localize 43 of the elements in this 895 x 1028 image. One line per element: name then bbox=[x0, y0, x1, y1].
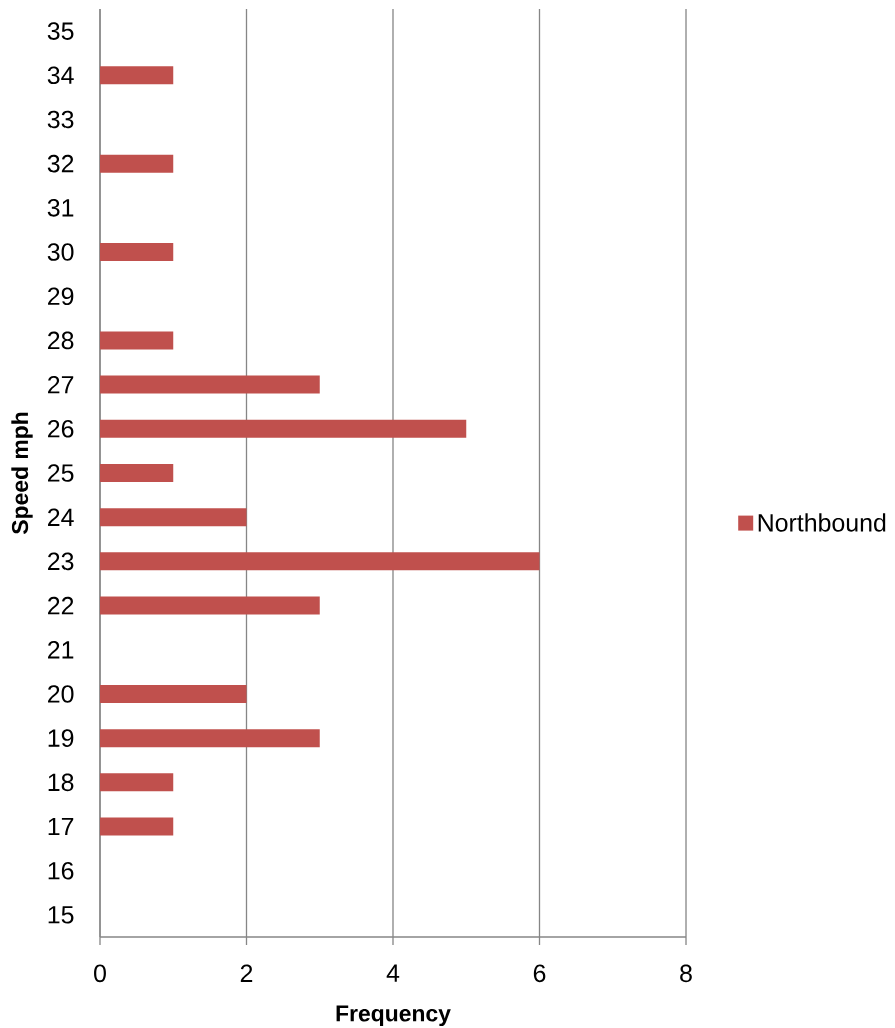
y-tick-label: 29 bbox=[48, 287, 74, 306]
y-tick-label: 16 bbox=[48, 861, 74, 880]
bar bbox=[100, 773, 174, 792]
y-tick-label: 15 bbox=[48, 906, 74, 924]
bar bbox=[100, 419, 467, 438]
y-tick-label: 34 bbox=[47, 66, 74, 85]
y-tick-label: 17 bbox=[48, 817, 74, 836]
x-tick-label: 2 bbox=[240, 964, 253, 982]
bar bbox=[100, 817, 174, 836]
bar bbox=[100, 508, 247, 527]
y-tick-label: 33 bbox=[47, 110, 74, 129]
bar bbox=[100, 66, 174, 85]
bar bbox=[100, 729, 320, 748]
y-tick-label: 23 bbox=[48, 552, 74, 571]
x-tick-label: 6 bbox=[533, 964, 546, 983]
y-tick-label: 26 bbox=[48, 419, 74, 438]
x-tick-label: 8 bbox=[680, 964, 692, 983]
y-tick-label: 35 bbox=[47, 22, 74, 40]
bar bbox=[100, 331, 174, 350]
y-tick-label: 27 bbox=[48, 375, 74, 394]
y-tick-label: 30 bbox=[47, 243, 74, 261]
bar bbox=[100, 375, 320, 394]
y-axis-title: Speed mph bbox=[11, 412, 33, 535]
legend-label: Northbound bbox=[758, 513, 886, 532]
y-tick-label: 24 bbox=[48, 508, 74, 526]
y-tick-label: 25 bbox=[48, 464, 74, 482]
bar bbox=[100, 463, 174, 482]
bar bbox=[100, 684, 247, 703]
bar bbox=[100, 552, 540, 571]
y-tick-label: 18 bbox=[48, 773, 74, 792]
y-tick-label: 21 bbox=[48, 641, 74, 659]
y-tick-label: 32 bbox=[47, 154, 74, 173]
bar bbox=[100, 154, 174, 173]
bar bbox=[100, 243, 174, 262]
y-tick-label: 19 bbox=[48, 729, 74, 747]
y-tick-label: 28 bbox=[48, 331, 74, 350]
y-tick-label: 20 bbox=[48, 685, 74, 703]
y-tick-label: 31 bbox=[47, 199, 74, 217]
bar bbox=[100, 596, 320, 615]
x-tick-label: 0 bbox=[94, 964, 106, 983]
x-tick-label: 4 bbox=[386, 964, 400, 982]
y-tick-label: 22 bbox=[48, 596, 74, 615]
x-axis-title: Frequency bbox=[336, 1005, 451, 1027]
